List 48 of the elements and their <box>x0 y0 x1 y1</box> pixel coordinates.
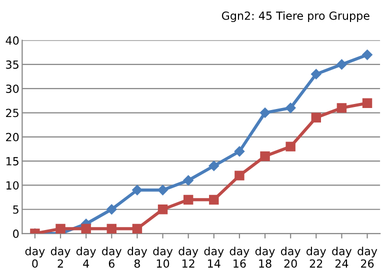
point <box>158 184 168 196</box>
point <box>362 50 372 60</box>
point <box>311 69 322 80</box>
x-tick-label: day 4 <box>76 246 96 268</box>
point <box>285 102 296 114</box>
point <box>362 98 372 108</box>
chart-title: Ggn2: 45 Tiere pro Gruppe <box>222 11 370 22</box>
y-tick-label: 5 <box>13 205 18 214</box>
y-tick-label: 30 <box>6 84 19 93</box>
point <box>336 59 347 70</box>
y-tick-label: 0 <box>13 229 19 238</box>
point <box>311 112 322 122</box>
point <box>132 224 142 234</box>
point <box>209 194 219 205</box>
point <box>56 224 66 234</box>
x-tick-label: day 26 <box>358 246 378 268</box>
point <box>158 204 168 214</box>
y-tick-label: 10 <box>6 181 19 190</box>
x-tick-label: day 10 <box>153 246 173 268</box>
point <box>234 170 244 180</box>
point <box>106 204 117 214</box>
y-tick-label: 40 <box>6 36 19 45</box>
x-tick-label: day 22 <box>306 246 326 268</box>
x-tick-label: day 24 <box>332 246 352 268</box>
y-tick-label: 25 <box>6 108 18 118</box>
x-tick-label: day 16 <box>230 246 250 268</box>
point <box>234 146 245 157</box>
x-tick-label: day 20 <box>280 246 300 268</box>
point <box>81 224 91 234</box>
x-tick-label: day 6 <box>102 246 122 268</box>
y-tick-label: 15 <box>6 157 18 166</box>
point <box>336 103 347 113</box>
point <box>260 151 270 162</box>
x-tick-label: day 18 <box>255 246 275 268</box>
x-tick-label: day 0 <box>25 246 45 268</box>
point <box>208 160 220 172</box>
point <box>183 175 194 186</box>
y-tick-label: 20 <box>6 132 19 142</box>
y-tick-label: 35 <box>6 60 18 69</box>
point <box>132 184 142 196</box>
x-tick-label: day 14 <box>204 246 224 268</box>
x-tick-label: day 2 <box>50 246 70 268</box>
point <box>183 194 194 205</box>
x-tick-label: day 8 <box>128 246 148 268</box>
point <box>286 142 296 152</box>
point <box>106 224 117 234</box>
x-tick-label: day 12 <box>178 246 198 268</box>
point <box>260 108 270 118</box>
